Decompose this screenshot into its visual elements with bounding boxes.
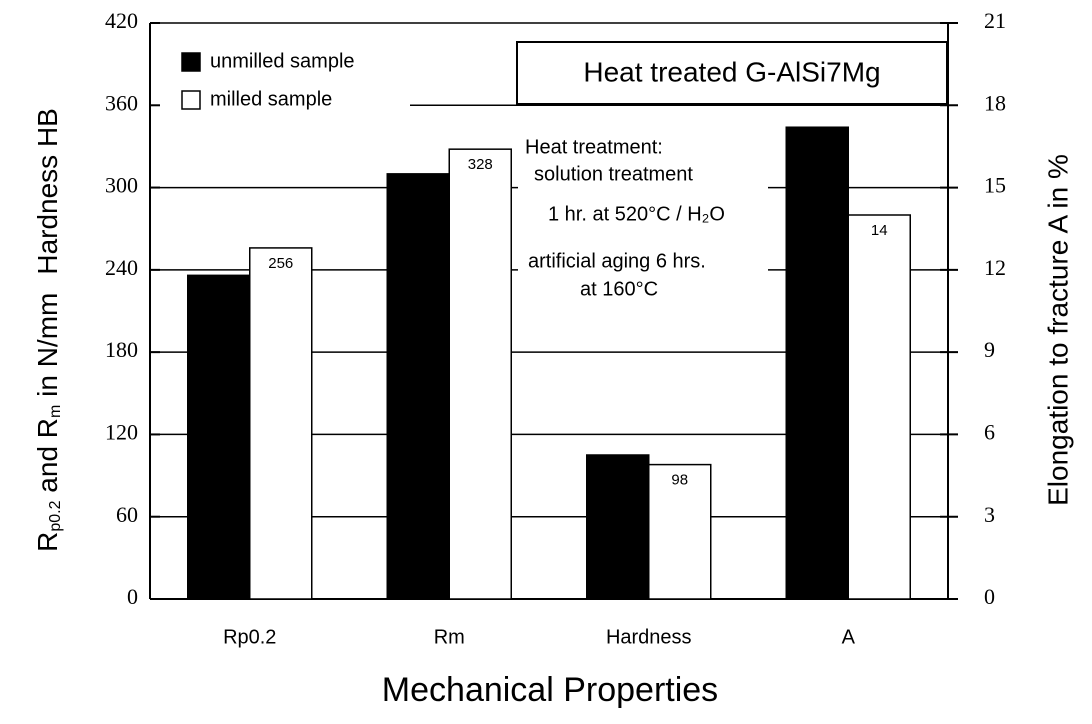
x-tick-label: Hardness: [606, 626, 692, 648]
annotation: Heat treatment:: [525, 136, 663, 158]
bar: [785, 126, 849, 600]
y2-tick-label: 6: [984, 419, 995, 444]
y2-tick-label: 3: [984, 502, 995, 527]
annotation: artificial aging 6 hrs.: [528, 250, 706, 272]
annotation: at 160°C: [580, 278, 658, 300]
y-label-part: in N/mm: [32, 293, 63, 405]
value-label: 256: [268, 255, 293, 272]
x-axis-label: Mechanical Properties: [382, 671, 718, 709]
bar: [249, 247, 313, 600]
annotation: solution treatment: [534, 163, 693, 185]
y-tick-label: 120: [105, 419, 138, 444]
value-label: 14: [871, 222, 888, 239]
y-tick-label: 60: [116, 502, 138, 527]
y-tick-label: 240: [105, 255, 138, 280]
annotation-bg: [518, 128, 768, 303]
x-tick-label: Rp0.2: [223, 626, 276, 648]
y-label-part: m: [47, 405, 64, 418]
y-label-part: p0.2: [47, 500, 64, 531]
title-box: [516, 41, 948, 105]
y-tick-label: 0: [127, 584, 138, 609]
y-label-part: and R: [32, 418, 63, 501]
bar: [386, 173, 450, 600]
y2-tick-label: 15: [984, 173, 1006, 198]
y-tick-label: 360: [105, 90, 138, 115]
annotation: 1 hr. at 520°C / H₂O: [548, 203, 725, 225]
y2-tick-label: 9: [984, 337, 995, 362]
y-axis-label: Rp0.2 and Rm in N/mm Hardness HB: [32, 108, 64, 552]
y-tick-label: 300: [105, 173, 138, 198]
bar: [586, 454, 650, 600]
value-label: 98: [671, 472, 688, 489]
y-tick-label: 180: [105, 337, 138, 362]
chart-title: Heat treated G-AlSi7Mg: [583, 56, 880, 87]
y2-axis-label: Elongation to fracture A in %: [1042, 154, 1073, 506]
y-label-part: R: [32, 532, 63, 552]
legend-swatch: [181, 90, 201, 110]
legend-bg: [160, 40, 410, 120]
y-label-part: Hardness HB: [32, 108, 63, 275]
bar: [187, 274, 251, 600]
x-tick-label: A: [842, 626, 856, 648]
y-tick-label: 420: [105, 8, 138, 33]
bar: [847, 214, 911, 600]
y2-tick-label: 21: [984, 8, 1006, 33]
y2-tick-label: 18: [984, 90, 1006, 115]
y2-tick-label: 12: [984, 255, 1006, 280]
x-tick-label: Rm: [434, 626, 465, 648]
legend-label: unmilled sample: [210, 50, 355, 72]
value-label: 328: [468, 156, 493, 173]
bar: [448, 148, 512, 600]
legend-swatch: [181, 52, 201, 72]
bar: [648, 463, 712, 600]
legend-label: milled sample: [210, 88, 332, 110]
y2-tick-label: 0: [984, 584, 995, 609]
